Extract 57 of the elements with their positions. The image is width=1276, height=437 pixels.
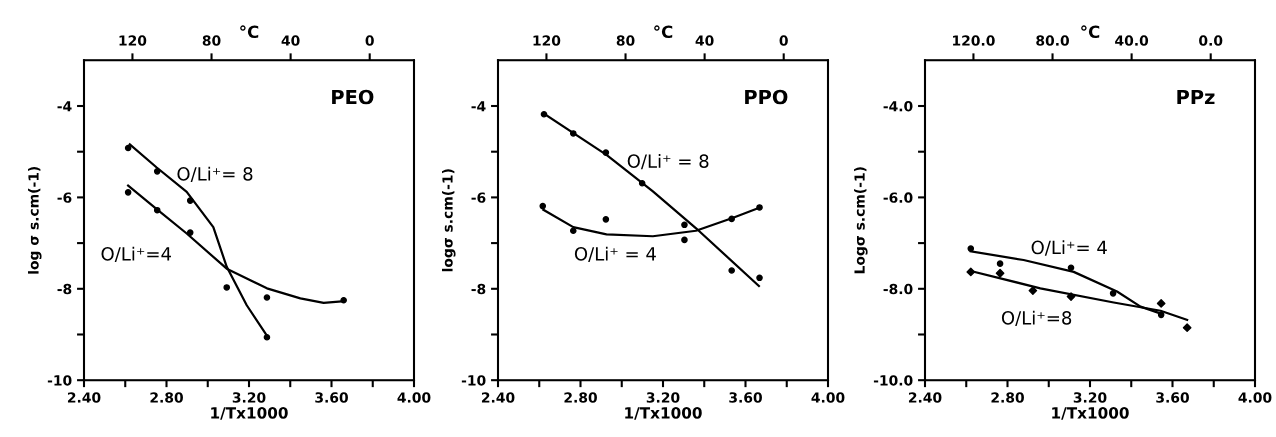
y-tick-label: -10.0: [873, 375, 913, 386]
x-tick-label: 2.80: [991, 392, 1024, 403]
x2-tick-label: 120: [119, 35, 147, 46]
x-tick-label: 2.40: [481, 392, 515, 403]
y-tick-label: -6: [57, 192, 72, 203]
annotation: O/Li⁺=4: [101, 246, 171, 263]
x2-tick-label: 40: [695, 35, 714, 46]
y-tick-label: -10: [461, 375, 486, 386]
x-tick-label: 2.40: [908, 392, 942, 403]
x-tick-label: 3.20: [232, 392, 266, 403]
x-tick-label: 2.80: [150, 392, 183, 403]
x2-tick-label: 80: [202, 35, 221, 46]
x-tick-label: 3.60: [315, 392, 348, 403]
y-axis-title: log σ s.cm(-1): [28, 166, 42, 274]
y-tick-label: -10: [47, 375, 72, 386]
y-axis-title: Logσ s.cm(-1): [854, 167, 868, 274]
x2-tick-label: 0.0: [1199, 35, 1223, 46]
y-tick-label: -4.0: [883, 100, 913, 112]
annotation: O/Li⁺= 8: [177, 166, 253, 183]
y-axis-title: logσ s.cm(-1): [442, 169, 456, 272]
x2-tick-label: 0: [365, 35, 374, 46]
annotation: PPO: [745, 89, 788, 105]
x-tick-label: 4.00: [811, 392, 845, 403]
y-tick-label: -6: [471, 192, 486, 203]
x-tick-label: 3.60: [729, 392, 762, 403]
x-tick-label: 4.00: [397, 392, 431, 403]
annotation: O/Li⁺ = 8: [627, 153, 709, 170]
x2-tick-label: 40.0: [1115, 35, 1149, 46]
x2-tick-label: 80.0: [1036, 35, 1069, 46]
y-tick-label: -4: [57, 101, 72, 112]
x-axis-title: 1/Tx1000: [625, 407, 702, 420]
x-tick-label: 3.20: [646, 392, 680, 403]
annotation: O/Li⁺= 4: [1031, 240, 1107, 256]
y-tick-label: -8.0: [883, 283, 913, 295]
y-tick-label: -4: [471, 101, 486, 112]
x2-axis-title: °C: [1081, 25, 1100, 39]
annotation: PPz: [1177, 89, 1215, 105]
y-tick-label: -8: [57, 283, 72, 295]
x-tick-label: 4.00: [1238, 392, 1272, 403]
annotation: O/Li⁺ = 4: [574, 246, 656, 263]
annotation: O/Li⁺=8: [1001, 310, 1072, 327]
x2-tick-label: 120: [533, 35, 561, 46]
x2-axis-title: °C: [240, 25, 259, 39]
x2-tick-label: 0: [779, 35, 788, 46]
annotation: PEO: [332, 89, 374, 105]
y-tick-label: -6.0: [883, 192, 913, 203]
x-tick-label: 3.20: [1073, 392, 1107, 403]
y-tick-label: -8: [471, 283, 486, 295]
x-tick-label: 3.60: [1156, 392, 1189, 403]
x2-axis-title: °C: [654, 25, 673, 39]
x2-tick-label: 80: [616, 35, 635, 46]
x2-tick-label: 120.0: [953, 35, 995, 46]
x2-tick-label: 40: [281, 35, 300, 46]
x-tick-label: 2.40: [67, 392, 101, 403]
x-axis-title: 1/Tx1000: [211, 407, 288, 420]
x-tick-label: 2.80: [564, 392, 597, 403]
x-axis-title: 1/Tx1000: [1052, 407, 1129, 420]
